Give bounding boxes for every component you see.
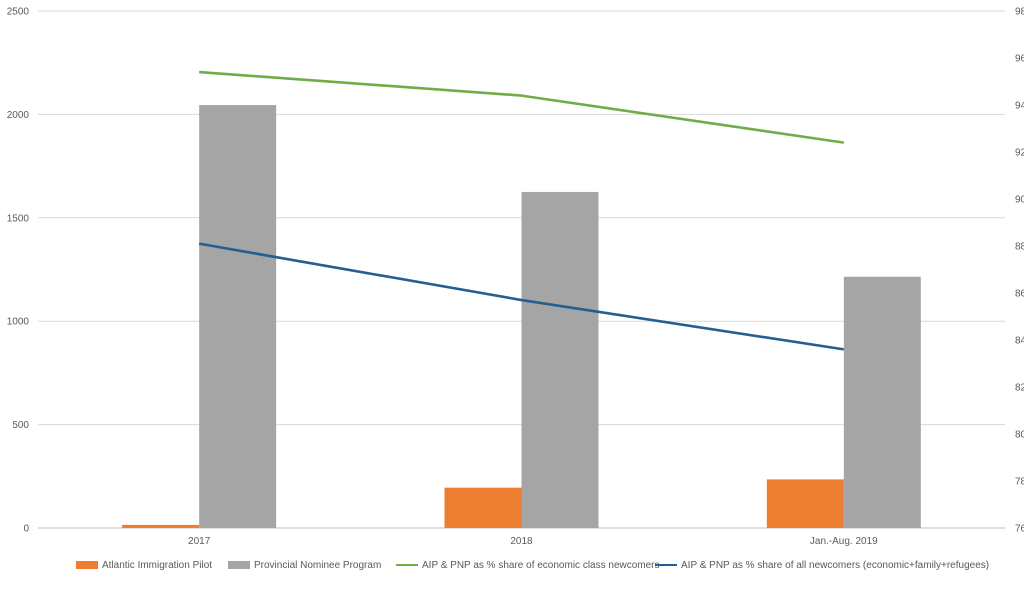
left-axis-ticks: 0 500 1000 1500 2000 2500 xyxy=(7,7,30,535)
left-axis-tick-label: 1500 xyxy=(7,213,30,224)
bar-aip xyxy=(766,479,844,528)
line-series xyxy=(198,70,845,351)
left-axis-tick-label: 0 xyxy=(23,524,29,535)
right-axis-ticks: 76 78 80 82 84 86 88 90 92 94 96 98 xyxy=(1015,7,1024,535)
left-axis-tick-label: 2500 xyxy=(7,7,30,18)
legend-label-economic-share: AIP & PNP as % share of economic class n… xyxy=(422,559,660,571)
x-axis-ticks: 2017 2018 Jan.-Aug. 2019 xyxy=(188,536,878,547)
legend-swatch-economic-share xyxy=(396,564,418,566)
right-axis-tick-label: 90 xyxy=(1015,195,1024,206)
legend-item-aip: Atlantic Immigration Pilot xyxy=(76,560,212,571)
left-axis-tick-label: 2000 xyxy=(7,110,30,121)
right-axis-tick-label: 92 xyxy=(1015,148,1024,159)
left-axis-tick-label: 500 xyxy=(12,420,29,431)
legend-swatch-all-share xyxy=(655,564,677,566)
right-axis-tick-label: 86 xyxy=(1015,289,1024,300)
legend-item-economic-share: AIP & PNP as % share of economic class n… xyxy=(396,560,660,571)
x-axis-tick-label: 2017 xyxy=(188,536,211,547)
x-axis-tick-label: Jan.-Aug. 2019 xyxy=(810,536,878,547)
right-axis-tick-label: 80 xyxy=(1015,430,1024,441)
bar-pnp xyxy=(521,191,599,528)
bar-pnp xyxy=(843,276,921,528)
bar-pnp xyxy=(199,105,277,529)
right-axis-tick-label: 78 xyxy=(1015,477,1024,488)
bar-aip xyxy=(444,487,522,528)
right-axis-tick-label: 98 xyxy=(1015,7,1024,18)
right-axis-tick-label: 82 xyxy=(1015,383,1024,394)
legend: Atlantic Immigration Pilot Provincial No… xyxy=(0,556,1024,574)
right-axis-tick-label: 88 xyxy=(1015,242,1024,253)
legend-label-aip: Atlantic Immigration Pilot xyxy=(102,559,213,571)
legend-swatch-aip xyxy=(76,561,98,569)
right-axis-tick-label: 94 xyxy=(1015,101,1024,112)
legend-item-pnp: Provincial Nominee Program xyxy=(228,560,381,571)
legend-label-all-share: AIP & PNP as % share of all newcomers (e… xyxy=(681,559,990,571)
legend-item-all-share: AIP & PNP as % share of all newcomers (e… xyxy=(655,560,989,571)
left-axis-tick-label: 1000 xyxy=(7,317,30,328)
x-axis-tick-label: 2018 xyxy=(510,536,533,547)
right-axis-tick-label: 76 xyxy=(1015,524,1024,535)
right-axis-tick-label: 84 xyxy=(1015,336,1024,347)
bar-series xyxy=(122,105,921,529)
legend-label-pnp: Provincial Nominee Program xyxy=(254,559,382,571)
right-axis-tick-label: 96 xyxy=(1015,54,1024,65)
bar-aip xyxy=(122,524,200,528)
line-all-share xyxy=(198,242,845,351)
legend-swatch-pnp xyxy=(228,561,250,569)
line-economic-share xyxy=(199,70,845,144)
